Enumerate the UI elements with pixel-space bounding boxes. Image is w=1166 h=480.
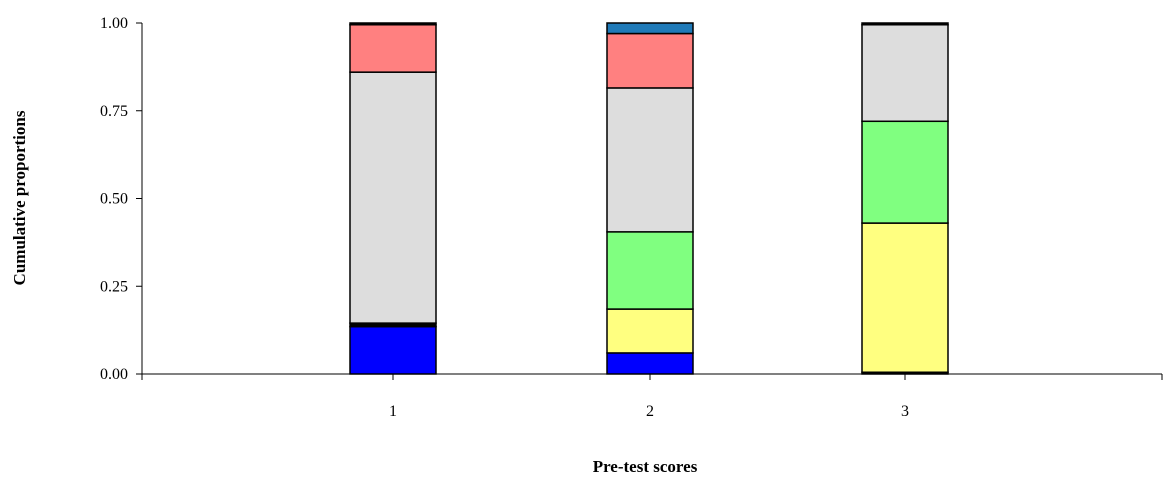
bar-segment	[349, 325, 437, 375]
x-tick-label: 3	[901, 403, 909, 420]
y-axis-title: Cumulative proportions	[10, 110, 29, 285]
y-tick-label: 0.00	[100, 366, 128, 383]
bar-segment	[349, 71, 437, 324]
y-tick-label: 0.75	[100, 103, 128, 120]
bar-segment	[606, 352, 694, 375]
x-tick-label: 2	[646, 403, 654, 420]
bar-segment	[606, 308, 694, 354]
bar-stack-3	[861, 22, 949, 375]
bar-stack-1	[349, 22, 437, 375]
y-tick-label: 0.25	[100, 278, 128, 295]
bar-segment	[606, 87, 694, 233]
x-axis-title: Pre-test scores	[593, 457, 698, 476]
bar-segment	[606, 231, 694, 310]
bar-stack-2	[606, 22, 694, 375]
bar-segment	[606, 32, 694, 89]
y-tick-label: 0.50	[100, 191, 128, 208]
bar-segment	[349, 22, 437, 26]
bar-segment	[349, 24, 437, 73]
bar-segment	[606, 22, 694, 35]
bar-segment	[861, 120, 949, 224]
bar-segment	[861, 22, 949, 26]
bar-segment	[861, 24, 949, 123]
y-axis: 0.00 0.25 0.50 0.75 1.00	[100, 15, 143, 383]
bar-segment	[861, 222, 949, 373]
x-tick-label: 1	[389, 403, 397, 420]
plot-area	[349, 22, 949, 375]
y-tick-label: 1.00	[100, 15, 128, 32]
x-axis: 1 2 3	[141, 373, 1163, 420]
